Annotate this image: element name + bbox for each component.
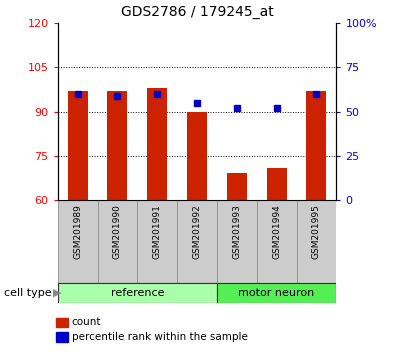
Bar (68, 91, 88, 200)
Bar (177, 200, 217, 283)
Bar (257, 200, 297, 283)
Bar (217, 200, 257, 283)
Bar (107, 91, 127, 200)
Bar (267, 167, 287, 200)
Text: motor neuron: motor neuron (238, 288, 315, 298)
Bar (217, 283, 336, 303)
Bar (187, 112, 207, 200)
Text: GSM201994: GSM201994 (272, 204, 281, 259)
Title: GDS2786 / 179245_at: GDS2786 / 179245_at (121, 5, 273, 19)
Bar (147, 88, 167, 200)
Bar (137, 200, 177, 283)
Bar (58, 283, 217, 303)
Text: cell type: cell type (4, 288, 52, 298)
Bar (227, 173, 247, 200)
Text: GSM201991: GSM201991 (153, 204, 162, 259)
Text: reference: reference (111, 288, 164, 298)
Text: GSM201993: GSM201993 (232, 204, 241, 259)
Bar (306, 91, 326, 200)
Text: GSM201995: GSM201995 (312, 204, 321, 259)
Bar (58, 200, 98, 283)
Text: GSM201989: GSM201989 (73, 204, 82, 259)
Bar (297, 200, 336, 283)
Text: percentile rank within the sample: percentile rank within the sample (72, 332, 248, 342)
Bar (98, 200, 137, 283)
Text: count: count (72, 318, 101, 327)
Text: GSM201992: GSM201992 (193, 204, 201, 259)
Text: ▶: ▶ (53, 288, 61, 298)
Text: GSM201990: GSM201990 (113, 204, 122, 259)
